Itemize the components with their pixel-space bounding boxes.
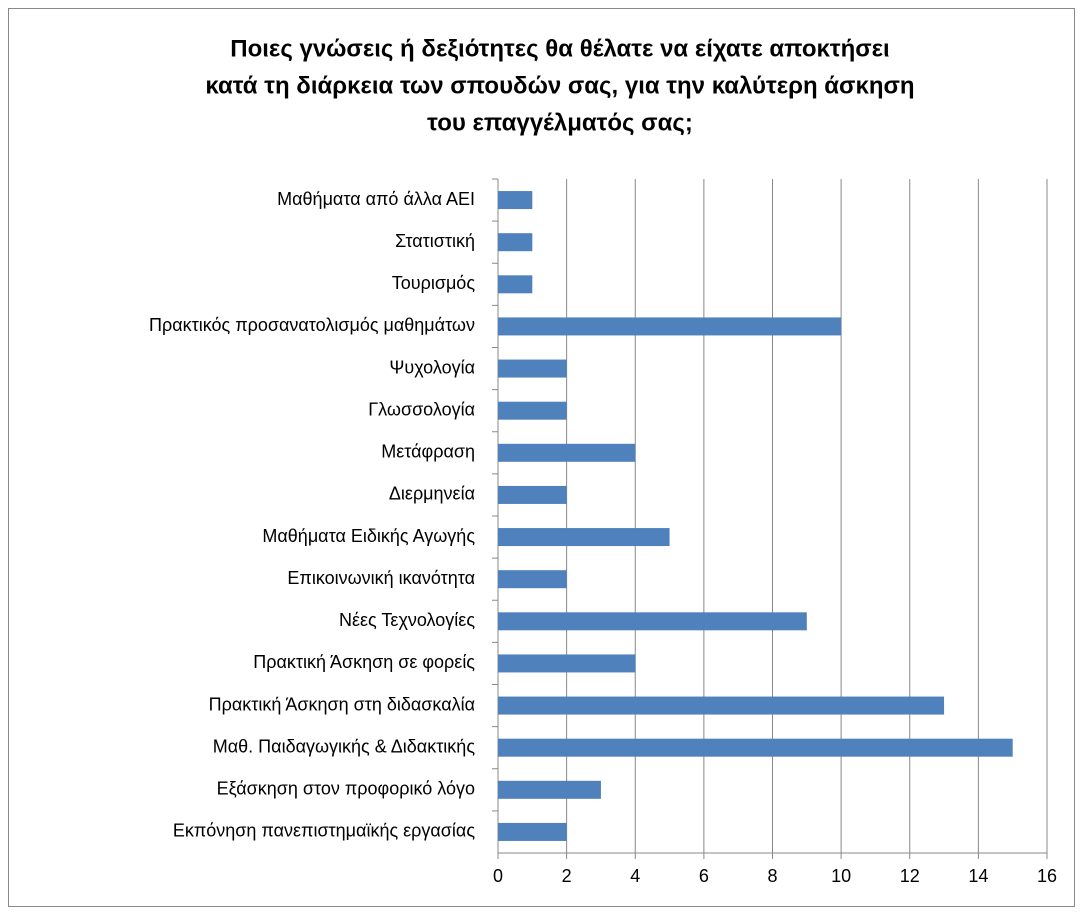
bar <box>498 401 567 420</box>
bar <box>498 696 945 715</box>
bar <box>498 612 807 631</box>
y-tick-label: Μετάφραση <box>381 442 475 462</box>
y-tick-label: Ψυχολογία <box>389 357 475 377</box>
x-tick-label: 16 <box>1037 866 1057 886</box>
bar <box>498 443 636 462</box>
y-tick-label: Εκπόνηση πανεπιστημαϊκής εργασίας <box>173 821 475 841</box>
y-tick-label: Μαθ. Παιδαγωγικής & Διδακτικής <box>213 736 476 756</box>
y-tick-label: Γλωσσολογία <box>368 399 475 419</box>
y-tick-label: Πρακτικός προσανατολισμός μαθημάτων <box>149 315 475 335</box>
x-tick-label: 14 <box>968 866 988 886</box>
bar <box>498 275 533 294</box>
x-tick-label: 2 <box>562 866 572 886</box>
bar <box>498 822 567 841</box>
x-tick-label: 8 <box>767 866 777 886</box>
x-tick-label: 4 <box>630 866 640 886</box>
chart-title: Ποιες γνώσεις ή δεξιότητες θα θέλατε να … <box>230 35 889 62</box>
y-tick-label: Επικοινωνική ικανότητα <box>287 568 475 588</box>
y-tick-label: Πρακτική Άσκηση στη διδασκαλία <box>209 694 475 714</box>
y-tick-label: Νέες Τεχνολογίες <box>339 610 475 630</box>
y-tick-label: Εξάσκηση στον προφορικό λόγο <box>217 779 475 799</box>
y-tick-label: Μαθήματα από άλλα ΑΕΙ <box>277 189 475 209</box>
y-tick-label: Μαθήματα Ειδικής Αγωγής <box>262 526 475 546</box>
x-tick-label: 0 <box>493 866 503 886</box>
bar <box>498 528 670 547</box>
x-tick-label: 6 <box>699 866 709 886</box>
bar <box>498 780 601 799</box>
chart-title: του επαγγέλματός σας; <box>427 109 693 136</box>
bar <box>498 317 842 336</box>
y-tick-label: Τουρισμός <box>392 273 476 293</box>
bar <box>498 654 636 673</box>
chart-title: κατά τη διάρκεια των σπουδών σας, για τη… <box>205 72 914 99</box>
bar <box>498 191 533 210</box>
bar <box>498 233 533 252</box>
bar <box>498 738 1013 757</box>
y-tick-label: Διερμηνεία <box>389 484 475 504</box>
bar <box>498 359 567 378</box>
x-tick-label: 10 <box>831 866 851 886</box>
bar <box>498 570 567 589</box>
y-tick-label: Πρακτική Άσκηση σε φορείς <box>253 652 475 672</box>
y-tick-label: Στατιστική <box>395 231 475 251</box>
x-tick-label: 12 <box>900 866 920 886</box>
bar <box>498 485 567 504</box>
